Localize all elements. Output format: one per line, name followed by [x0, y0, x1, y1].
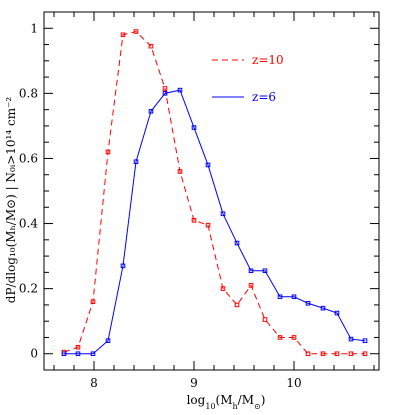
series-z=10	[61, 29, 368, 357]
data-point	[305, 300, 311, 306]
series-layer	[61, 29, 368, 357]
series-line	[64, 89, 366, 355]
y-tick-label: 0	[30, 347, 38, 361]
data-point	[133, 29, 139, 34]
data-point	[90, 351, 96, 357]
x-label-part: )	[261, 393, 266, 407]
legend: z=10 z=6	[212, 53, 284, 104]
data-point	[75, 344, 81, 350]
data-point	[162, 91, 168, 96]
data-point	[105, 338, 111, 344]
y-tick-label: 0.8	[19, 86, 38, 100]
x-label-part: log	[187, 393, 206, 407]
data-point	[277, 335, 283, 340]
data-point	[320, 351, 326, 357]
data-point	[61, 351, 67, 357]
data-point	[262, 268, 268, 274]
data-point	[177, 87, 183, 93]
series-z=6	[61, 87, 368, 357]
y-tick-label: 0.4	[19, 217, 38, 231]
data-point	[320, 305, 326, 311]
data-point	[362, 351, 368, 357]
data-point	[234, 302, 240, 308]
data-point	[348, 336, 354, 342]
plot-frame	[43, 11, 380, 371]
axis-ticks	[44, 12, 379, 370]
data-point	[220, 211, 226, 217]
data-point	[162, 86, 168, 91]
data-point	[291, 335, 297, 340]
data-point	[105, 149, 111, 155]
data-point	[148, 43, 154, 49]
data-point	[220, 286, 226, 291]
legend-label: z=6	[252, 90, 276, 104]
series-line	[63, 30, 365, 355]
x-tick-label: 10	[286, 376, 301, 390]
x-label-part: /M	[238, 393, 254, 407]
data-point	[291, 294, 297, 300]
data-point	[362, 338, 368, 344]
data-point	[120, 32, 126, 38]
data-point	[90, 299, 96, 304]
data-point	[205, 162, 211, 168]
data-point	[248, 268, 254, 274]
data-point	[120, 263, 126, 269]
x-label-sub: 10	[205, 402, 215, 411]
data-point	[75, 351, 81, 357]
data-point	[277, 294, 283, 300]
data-point	[334, 351, 340, 357]
x-label-part: (M	[216, 393, 233, 407]
data-point	[133, 159, 139, 165]
x-label-sub: ⊙	[254, 402, 261, 411]
plot-frame-box	[43, 11, 380, 371]
x-tick-label: 8	[90, 376, 98, 390]
y-tick-label: 1	[30, 21, 38, 35]
y-tick-label: 0.2	[19, 282, 38, 296]
data-point	[191, 125, 197, 130]
axis-tick-labels: 8 9 10 0 0.2 0.4 0.6 0.8 1	[19, 21, 302, 390]
y-tick-label: 0.6	[19, 151, 38, 165]
data-point	[334, 310, 340, 316]
data-point	[348, 351, 354, 357]
data-point	[205, 222, 211, 228]
y-axis-label: dP/dlog₁₀(Mₕ/M⊙) | N₀ᵢ>10¹⁴ cm⁻²	[4, 97, 18, 304]
x-axis-label: log10(Mh/M⊙)	[187, 393, 266, 411]
data-point	[234, 240, 240, 246]
data-point	[262, 317, 268, 322]
x-tick-label: 9	[190, 376, 198, 390]
x-label-sub: h	[233, 402, 238, 411]
data-point	[177, 169, 183, 174]
legend-label: z=10	[252, 53, 284, 67]
data-point	[148, 108, 154, 114]
data-point	[248, 283, 254, 288]
data-point	[191, 217, 197, 223]
data-point	[305, 351, 311, 357]
